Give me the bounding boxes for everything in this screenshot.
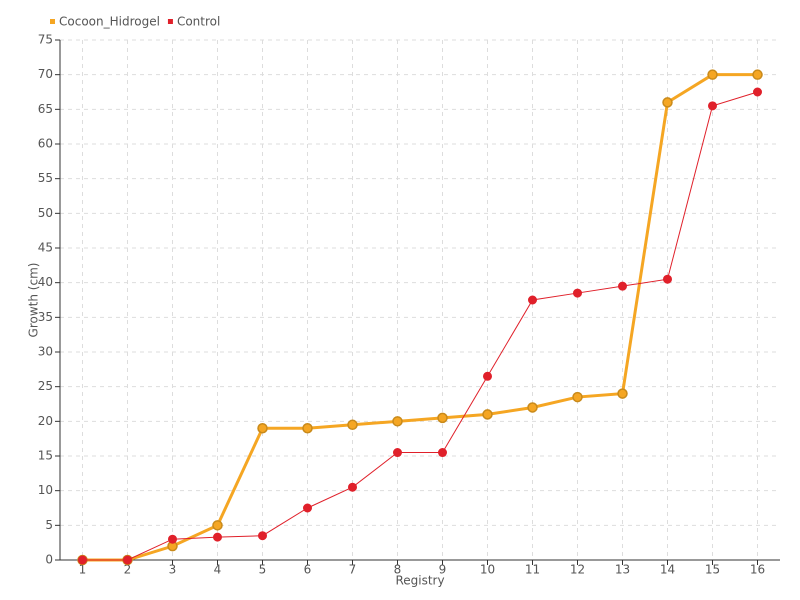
data-point bbox=[753, 87, 762, 97]
x-tick-label: 7 bbox=[349, 563, 357, 577]
y-tick-label: 70 bbox=[38, 67, 53, 81]
y-tick-label: 65 bbox=[38, 102, 53, 116]
y-tick-label: 35 bbox=[38, 310, 53, 324]
y-tick-label: 30 bbox=[38, 345, 53, 359]
y-tick-label: 0 bbox=[45, 553, 53, 567]
y-tick-label: 40 bbox=[38, 275, 53, 289]
x-tick-label: 6 bbox=[304, 563, 312, 577]
y-tick-label: 15 bbox=[38, 449, 53, 463]
x-tick-label: 8 bbox=[394, 563, 402, 577]
x-tick-label: 12 bbox=[570, 563, 585, 577]
data-point bbox=[213, 532, 222, 542]
data-point bbox=[168, 534, 177, 544]
y-tick-label: 20 bbox=[38, 414, 53, 428]
data-point bbox=[437, 412, 448, 424]
series-line bbox=[82, 73, 758, 562]
y-tick-label: 10 bbox=[38, 483, 53, 497]
data-point bbox=[348, 482, 357, 492]
data-point bbox=[662, 97, 673, 108]
legend-swatch bbox=[167, 19, 173, 24]
data-point bbox=[78, 555, 87, 565]
legend-label: Control bbox=[177, 15, 220, 29]
x-tick-label: 13 bbox=[615, 563, 630, 577]
y-tick-label: 55 bbox=[38, 171, 53, 185]
x-tick-label: 4 bbox=[214, 563, 222, 577]
y-tick-label: 60 bbox=[38, 137, 53, 151]
legend-label: Cocoon_Hidrogel bbox=[59, 15, 160, 29]
data-point bbox=[752, 69, 763, 80]
data-point bbox=[482, 409, 493, 420]
x-tick-label: 9 bbox=[439, 563, 447, 577]
data-point bbox=[123, 555, 132, 565]
data-point bbox=[347, 419, 358, 431]
data-point bbox=[258, 531, 267, 541]
data-point bbox=[573, 288, 582, 298]
x-tick-label: 16 bbox=[750, 563, 765, 577]
y-tick-label: 45 bbox=[38, 241, 53, 255]
x-tick-label: 15 bbox=[705, 563, 720, 577]
x-tick-label: 5 bbox=[259, 563, 267, 577]
series-line bbox=[82, 91, 758, 561]
y-tick-label: 5 bbox=[45, 518, 53, 532]
data-point bbox=[392, 416, 403, 427]
y-tick-label: 50 bbox=[38, 206, 53, 220]
data-point bbox=[617, 388, 628, 399]
data-point bbox=[212, 520, 223, 531]
y-tick-label: 75 bbox=[38, 33, 53, 47]
legend-swatch bbox=[50, 19, 55, 24]
x-tick-label: 1 bbox=[79, 563, 87, 577]
x-tick-label: 3 bbox=[169, 563, 177, 577]
data-point bbox=[707, 69, 718, 80]
x-tick-label: 11 bbox=[525, 563, 540, 577]
data-point bbox=[257, 423, 268, 434]
data-point bbox=[303, 503, 312, 513]
data-point bbox=[527, 402, 538, 413]
data-point bbox=[708, 101, 717, 111]
data-point bbox=[438, 448, 447, 458]
data-point bbox=[393, 448, 402, 458]
x-axis-label: Registry bbox=[395, 574, 444, 588]
data-point bbox=[528, 295, 537, 305]
data-point bbox=[572, 391, 583, 403]
data-point bbox=[483, 371, 492, 381]
data-point bbox=[663, 274, 672, 284]
y-tick-label: 25 bbox=[38, 379, 53, 393]
data-point bbox=[302, 423, 313, 434]
x-tick-label: 2 bbox=[124, 563, 132, 577]
x-tick-label: 10 bbox=[480, 563, 495, 577]
y-axis-label: Growth (cm) bbox=[27, 263, 41, 338]
x-tick-label: 14 bbox=[660, 563, 675, 577]
data-point bbox=[618, 281, 627, 291]
